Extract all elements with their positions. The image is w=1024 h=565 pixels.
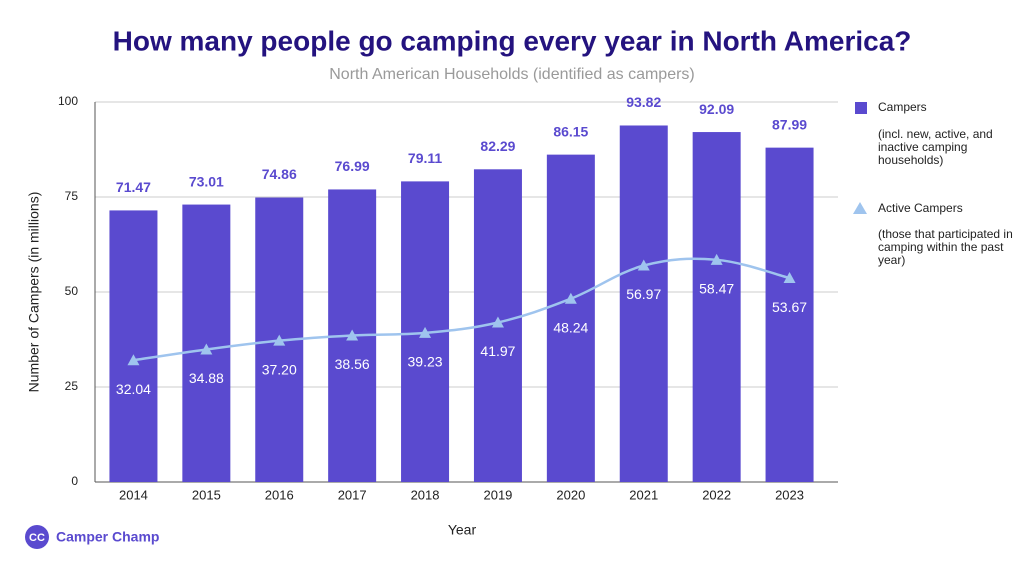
line — [133, 257, 790, 362]
line-marker — [419, 326, 432, 338]
line-marker — [637, 259, 650, 271]
bar — [182, 204, 231, 482]
logo-circle — [25, 525, 49, 549]
line-value-label: 34.88 — [189, 370, 224, 386]
bar-value-label: 86.15 — [553, 123, 588, 139]
bar-value-label: 82.29 — [480, 138, 515, 154]
bar-value-label: 71.47 — [116, 179, 151, 195]
x-tick-label: 2020 — [556, 487, 585, 502]
x-tick-label: 2021 — [629, 487, 658, 502]
bar-value-label: 93.82 — [626, 94, 661, 110]
line-marker — [783, 272, 796, 284]
y-tick-label: 0 — [71, 474, 78, 488]
chart-title: How many people go camping every year in… — [113, 25, 912, 56]
line-value-label: 32.04 — [116, 381, 151, 397]
line-value-label: 56.97 — [626, 286, 661, 302]
line-marker — [200, 343, 213, 355]
x-tick-label: 2017 — [338, 487, 367, 502]
line-value-label: 39.23 — [408, 354, 443, 370]
line-marker — [491, 316, 504, 328]
legend-swatch — [855, 102, 867, 114]
line-value-label: 58.47 — [699, 281, 734, 297]
y-tick-label: 75 — [65, 189, 79, 203]
x-tick-label: 2014 — [119, 487, 148, 502]
y-tick-label: 25 — [65, 379, 79, 393]
line-marker — [346, 329, 359, 341]
x-tick-label: 2019 — [483, 487, 512, 502]
legend-label: Active Campers — [878, 201, 963, 215]
x-tick-label: 2016 — [265, 487, 294, 502]
line-value-label: 48.24 — [553, 319, 588, 335]
x-tick-label: 2023 — [775, 487, 804, 502]
bar-value-label: 74.86 — [262, 166, 297, 182]
y-tick-label: 100 — [58, 94, 78, 108]
y-axis-label: Number of Campers (in millions) — [26, 192, 42, 393]
bar-value-label: 87.99 — [772, 116, 807, 132]
line-marker — [710, 253, 723, 265]
bar-value-label: 76.99 — [335, 158, 370, 174]
bar — [619, 125, 668, 482]
line-value-label: 41.97 — [480, 343, 515, 359]
bar — [546, 154, 595, 482]
bar-value-label: 92.09 — [699, 101, 734, 117]
line-marker — [273, 334, 286, 346]
bar-value-label: 79.11 — [408, 150, 442, 166]
bar — [765, 147, 814, 482]
bar — [692, 132, 741, 483]
bar — [109, 210, 158, 482]
x-tick-label: 2022 — [702, 487, 731, 502]
line-marker — [127, 354, 140, 366]
brand-name: Camper Champ — [56, 529, 159, 545]
legend-note: (those that participated in camping with… — [878, 227, 1013, 267]
chart-subtitle: North American Households (identified as… — [329, 66, 695, 83]
legend-swatch — [853, 202, 867, 214]
x-tick-label: 2018 — [411, 487, 440, 502]
x-axis-label: Year — [448, 522, 477, 538]
x-tick-label: 2015 — [192, 487, 221, 502]
line-value-label: 53.67 — [772, 299, 807, 315]
legend-label: Campers — [878, 100, 927, 114]
line-marker — [564, 292, 577, 304]
line-value-label: 37.20 — [262, 361, 297, 377]
legend-note: (incl. new, active, and inactive camping… — [878, 127, 993, 167]
logo: CC — [29, 532, 45, 544]
y-tick-label: 50 — [65, 284, 79, 298]
line-value-label: 38.56 — [335, 356, 370, 372]
bar-value-label: 73.01 — [189, 173, 224, 189]
